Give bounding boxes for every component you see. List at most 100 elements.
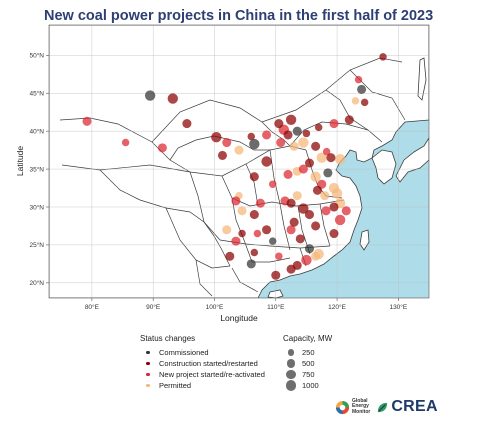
x-tick-label: 80°E xyxy=(85,303,100,311)
y-tick-label: 40°N xyxy=(29,127,44,135)
gem-globe-icon xyxy=(335,400,350,414)
capacity-dot xyxy=(285,380,297,391)
gem-logo: Global Energy Monitor xyxy=(335,397,371,416)
plant-point-construction xyxy=(314,123,323,132)
plant-point-construction xyxy=(271,270,281,280)
plant-point-construction xyxy=(238,229,246,238)
plant-point-new-project xyxy=(354,75,363,84)
plant-point-new-project xyxy=(286,225,296,235)
plant-point-permitted xyxy=(316,152,327,163)
plant-point-construction xyxy=(249,210,259,220)
y-axis-label: Latitude xyxy=(15,146,25,177)
plant-point-commissioned xyxy=(246,259,256,269)
plant-point-construction xyxy=(286,264,296,274)
status-dot-commissioned xyxy=(146,350,150,355)
y-tick-label: 30°N xyxy=(29,203,44,211)
status-swatch xyxy=(140,358,156,369)
plant-point-permitted xyxy=(334,154,346,165)
status-legend-label: Construction started/restarted xyxy=(159,359,258,368)
plant-point-new-project xyxy=(253,229,262,238)
y-tick-label: 35°N xyxy=(29,165,44,173)
capacity-legend-item: 1000 xyxy=(283,380,332,391)
capacity-dot xyxy=(286,359,296,368)
plant-point-construction xyxy=(225,251,235,261)
plant-point-permitted xyxy=(311,251,321,261)
plant-point-new-project xyxy=(334,214,346,226)
plant-point-new-project xyxy=(268,180,277,188)
plant-point-new-project xyxy=(262,130,272,140)
plant-point-construction xyxy=(298,203,309,214)
plant-point-permitted xyxy=(298,137,309,148)
chart-title: New coal power projects in China in the … xyxy=(44,8,434,24)
capacity-swatch xyxy=(283,369,299,380)
capacity-dot xyxy=(286,369,296,380)
status-legend-label: New project started/re-activated xyxy=(159,370,265,379)
plant-point-construction xyxy=(344,115,354,125)
gem-line-3: Monitor xyxy=(352,408,371,415)
x-axis-label: Longitude xyxy=(220,313,258,323)
gem-line-2: Energy xyxy=(352,403,369,410)
plant-point-construction xyxy=(261,156,272,167)
plant-point-new-project xyxy=(157,143,167,153)
plant-point-commissioned xyxy=(268,237,277,245)
x-tick-label: 120°E xyxy=(328,303,346,311)
plant-point-permitted xyxy=(292,191,302,201)
plant-point-construction xyxy=(329,229,339,239)
plant-point-construction xyxy=(302,129,311,138)
status-legend-title: Status changes xyxy=(140,334,196,343)
plant-point-construction xyxy=(286,198,296,208)
plant-point-construction xyxy=(360,98,369,107)
plant-point-new-project xyxy=(341,206,351,216)
capacity-legend-label: 500 xyxy=(302,359,315,368)
plant-point-commissioned xyxy=(144,90,156,101)
x-axis-ticks: 80°E 90°E 100°E 110°E 120°E 130°E xyxy=(85,298,408,311)
plant-point-permitted xyxy=(310,171,321,182)
plant-point-construction xyxy=(262,225,272,235)
plant-point-construction xyxy=(329,202,339,212)
plant-point-construction xyxy=(295,234,305,244)
plant-point-construction xyxy=(217,150,227,160)
y-tick-label: 50°N xyxy=(29,52,44,60)
status-legend-item: New project started/re-activated xyxy=(140,369,265,380)
status-legend-item: Construction started/restarted xyxy=(140,358,265,369)
status-legend-item: Permitted xyxy=(140,380,265,391)
x-tick-label: 90°E xyxy=(146,303,161,311)
capacity-legend-item: 500 xyxy=(283,358,332,369)
plant-point-new-project xyxy=(321,206,331,216)
plant-point-construction xyxy=(247,132,255,141)
plant-point-commissioned xyxy=(304,244,315,254)
crea-wordmark: CREA xyxy=(391,398,438,415)
crea-leaf-icon xyxy=(378,402,388,412)
plant-point-new-project xyxy=(231,196,241,206)
x-tick-label: 130°E xyxy=(389,303,407,311)
status-legend-item: Commissioned xyxy=(140,347,265,358)
status-swatch xyxy=(140,380,156,391)
plant-point-new-project xyxy=(255,198,265,208)
status-swatch xyxy=(140,347,156,358)
status-legend: Status changes Commissioned Construction … xyxy=(140,334,265,391)
province-borders xyxy=(59,57,406,297)
status-swatch xyxy=(140,369,156,380)
logo-bar: Global Energy Monitor CREA xyxy=(335,398,438,416)
gem-text: Global Energy Monitor xyxy=(352,397,371,416)
hainan-island xyxy=(267,289,284,298)
plant-point-commissioned xyxy=(323,168,333,178)
status-dot-construction xyxy=(146,361,150,366)
plant-point-new-project xyxy=(276,138,286,148)
plant-point-construction xyxy=(304,158,315,168)
capacity-legend-label: 750 xyxy=(302,370,315,379)
plant-point-construction xyxy=(379,53,387,61)
plant-point-construction xyxy=(211,132,222,143)
plant-point-construction xyxy=(311,141,321,151)
plot-frame xyxy=(48,24,430,299)
plant-point-permitted xyxy=(237,206,247,216)
plant-point-construction xyxy=(289,217,299,227)
status-dot-new-project xyxy=(146,372,150,377)
capacity-legend-label: 1000 xyxy=(302,381,319,390)
capacity-legend-item: 750 xyxy=(283,369,332,380)
capacity-legend-title: Capacity, MW xyxy=(283,334,333,343)
status-legend-label: Permitted xyxy=(159,381,192,390)
gem-line-1: Global xyxy=(352,397,368,404)
plant-point-construction xyxy=(274,119,284,129)
plant-point-construction xyxy=(167,93,179,104)
